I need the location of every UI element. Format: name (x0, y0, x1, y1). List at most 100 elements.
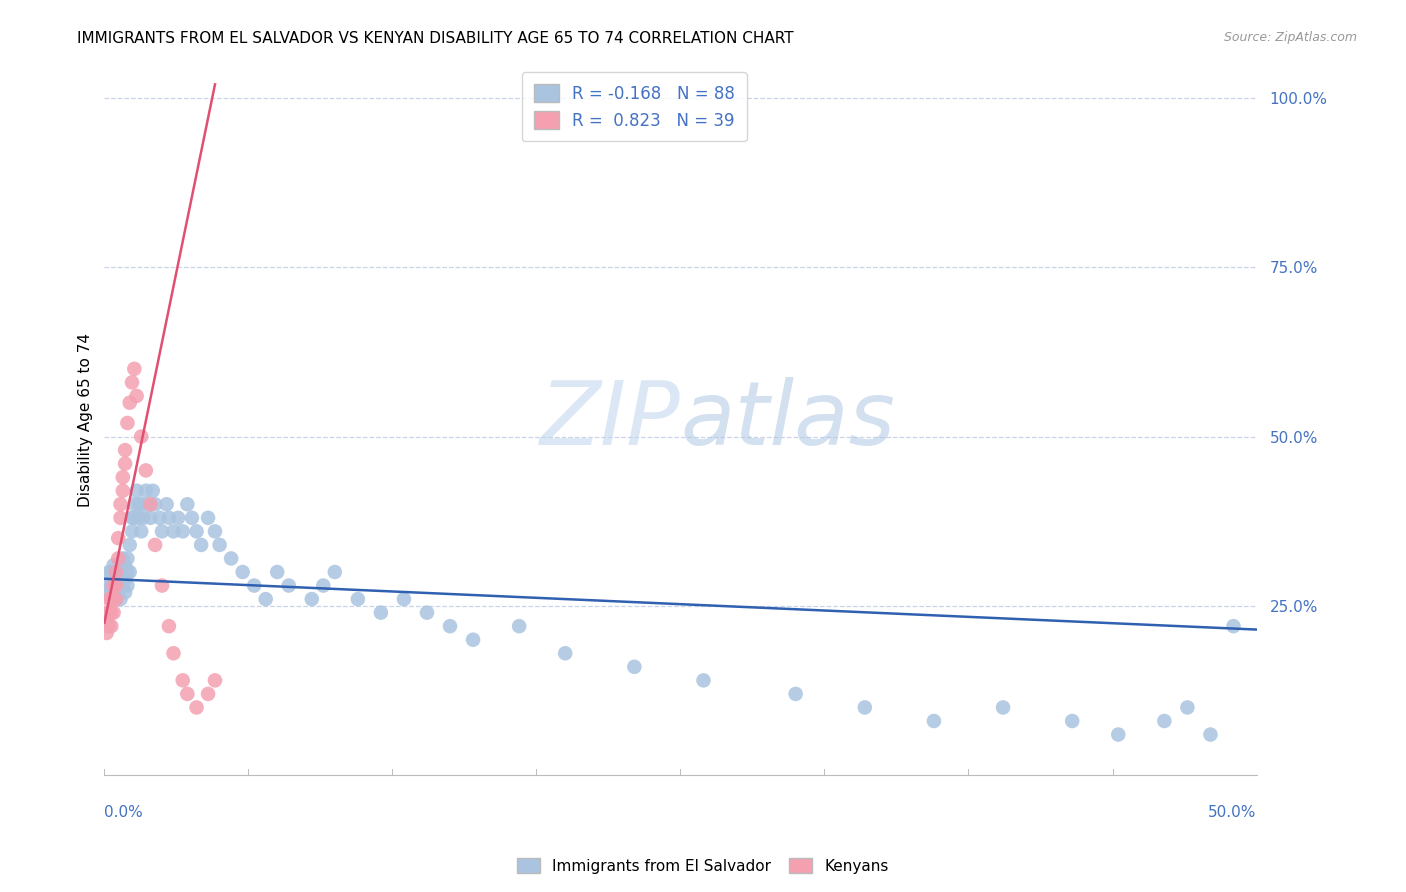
Point (100, 592, 122, 607)
Point (162, 524, 184, 539)
Point (114, 443, 136, 458)
Point (1222, 619, 1244, 633)
Point (117, 565, 139, 579)
Point (114, 558, 136, 573)
Point (110, 578, 132, 592)
Point (114, 572, 136, 586)
Point (104, 578, 127, 592)
Point (254, 592, 277, 607)
Point (554, 646, 576, 660)
Point (157, 619, 180, 633)
Point (110, 497, 132, 511)
Point (204, 524, 226, 539)
Point (118, 538, 141, 552)
Point (96, 578, 118, 592)
Point (157, 511, 180, 525)
Point (347, 592, 370, 607)
Point (155, 497, 177, 511)
Point (104, 592, 127, 607)
Point (1107, 727, 1129, 741)
Point (100, 606, 122, 620)
Point (197, 511, 219, 525)
Point (125, 389, 148, 403)
Point (124, 511, 146, 525)
Legend: Immigrants from El Salvador, Kenyans: Immigrants from El Salvador, Kenyans (510, 852, 896, 880)
Point (243, 578, 266, 592)
Point (1177, 700, 1199, 714)
Point (142, 483, 165, 498)
Point (785, 687, 807, 701)
Point (323, 565, 346, 579)
Point (136, 497, 159, 511)
Point (110, 565, 132, 579)
Point (110, 511, 132, 525)
Point (111, 470, 134, 484)
Point (104, 565, 127, 579)
Point (208, 538, 231, 552)
Point (103, 558, 125, 573)
Point (186, 524, 208, 539)
Point (107, 578, 129, 592)
Point (98, 565, 121, 579)
Point (1153, 714, 1175, 728)
Point (461, 632, 484, 647)
Point (172, 673, 194, 688)
Point (129, 497, 152, 511)
Point (104, 592, 127, 607)
Point (162, 646, 184, 660)
Point (98, 619, 121, 633)
Point (107, 585, 129, 599)
Y-axis label: Disability Age 65 to 74: Disability Age 65 to 74 (79, 333, 93, 507)
Point (150, 578, 173, 592)
Point (104, 592, 127, 607)
Point (181, 511, 204, 525)
Point (103, 606, 125, 620)
Point (135, 483, 157, 498)
Point (991, 700, 1014, 714)
Point (121, 511, 143, 525)
Point (922, 714, 945, 728)
Point (692, 673, 714, 688)
Point (197, 687, 219, 701)
Point (117, 551, 139, 566)
Point (129, 524, 152, 539)
Point (172, 524, 194, 539)
Point (100, 592, 122, 607)
Point (312, 578, 335, 592)
Point (100, 619, 122, 633)
Point (111, 578, 134, 592)
Point (139, 511, 162, 525)
Legend: R = -0.168   N = 88, R =  0.823   N = 39: R = -0.168 N = 88, R = 0.823 N = 39 (522, 72, 747, 142)
Point (124, 497, 146, 511)
Point (104, 565, 127, 579)
Point (508, 619, 530, 633)
Point (110, 592, 132, 607)
Point (111, 483, 134, 498)
Point (118, 565, 141, 579)
Point (104, 578, 127, 592)
Point (128, 497, 150, 511)
Point (117, 578, 139, 592)
Point (176, 687, 198, 701)
Point (143, 538, 166, 552)
Point (219, 551, 242, 566)
Point (100, 565, 122, 579)
Point (135, 463, 157, 477)
Point (98, 592, 121, 607)
Point (125, 483, 148, 498)
Point (98, 585, 121, 599)
Point (149, 511, 172, 525)
Point (107, 551, 129, 566)
Point (176, 497, 198, 511)
Point (143, 497, 166, 511)
Point (623, 660, 645, 674)
Point (186, 700, 208, 714)
Point (232, 565, 254, 579)
Point (114, 585, 136, 599)
Point (150, 524, 173, 539)
Point (1062, 714, 1084, 728)
Point (103, 572, 125, 586)
Point (1199, 727, 1222, 741)
Point (107, 572, 129, 586)
Text: ZIP: ZIP (540, 376, 681, 463)
